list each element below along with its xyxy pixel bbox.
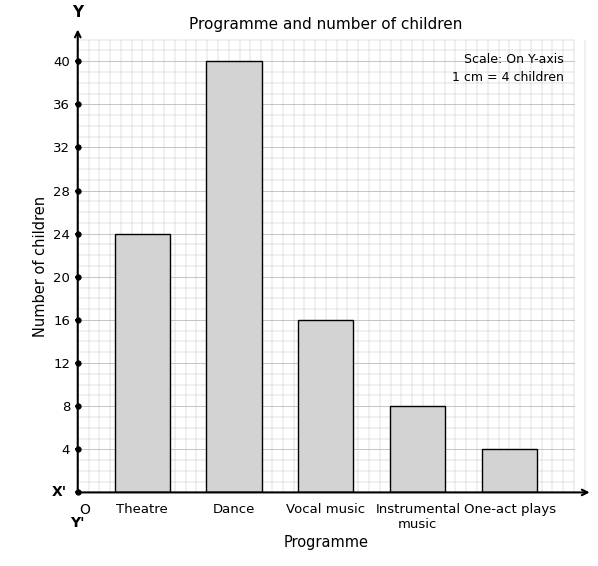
Text: Y: Y [72,5,83,20]
Bar [206,61,261,492]
Text: Y': Y' [71,516,85,530]
Y-axis label: Number of children: Number of children [32,195,48,337]
Bar [482,449,538,492]
X-axis label: Programme: Programme [283,535,368,550]
Text: X': X' [51,486,67,499]
Text: Scale: On Y-axis
1 cm = 4 children: Scale: On Y-axis 1 cm = 4 children [452,53,564,84]
Bar [114,234,170,492]
Bar [390,406,446,492]
Title: Programme and number of children: Programme and number of children [189,16,463,32]
Text: O: O [80,503,90,517]
Bar [298,320,353,492]
